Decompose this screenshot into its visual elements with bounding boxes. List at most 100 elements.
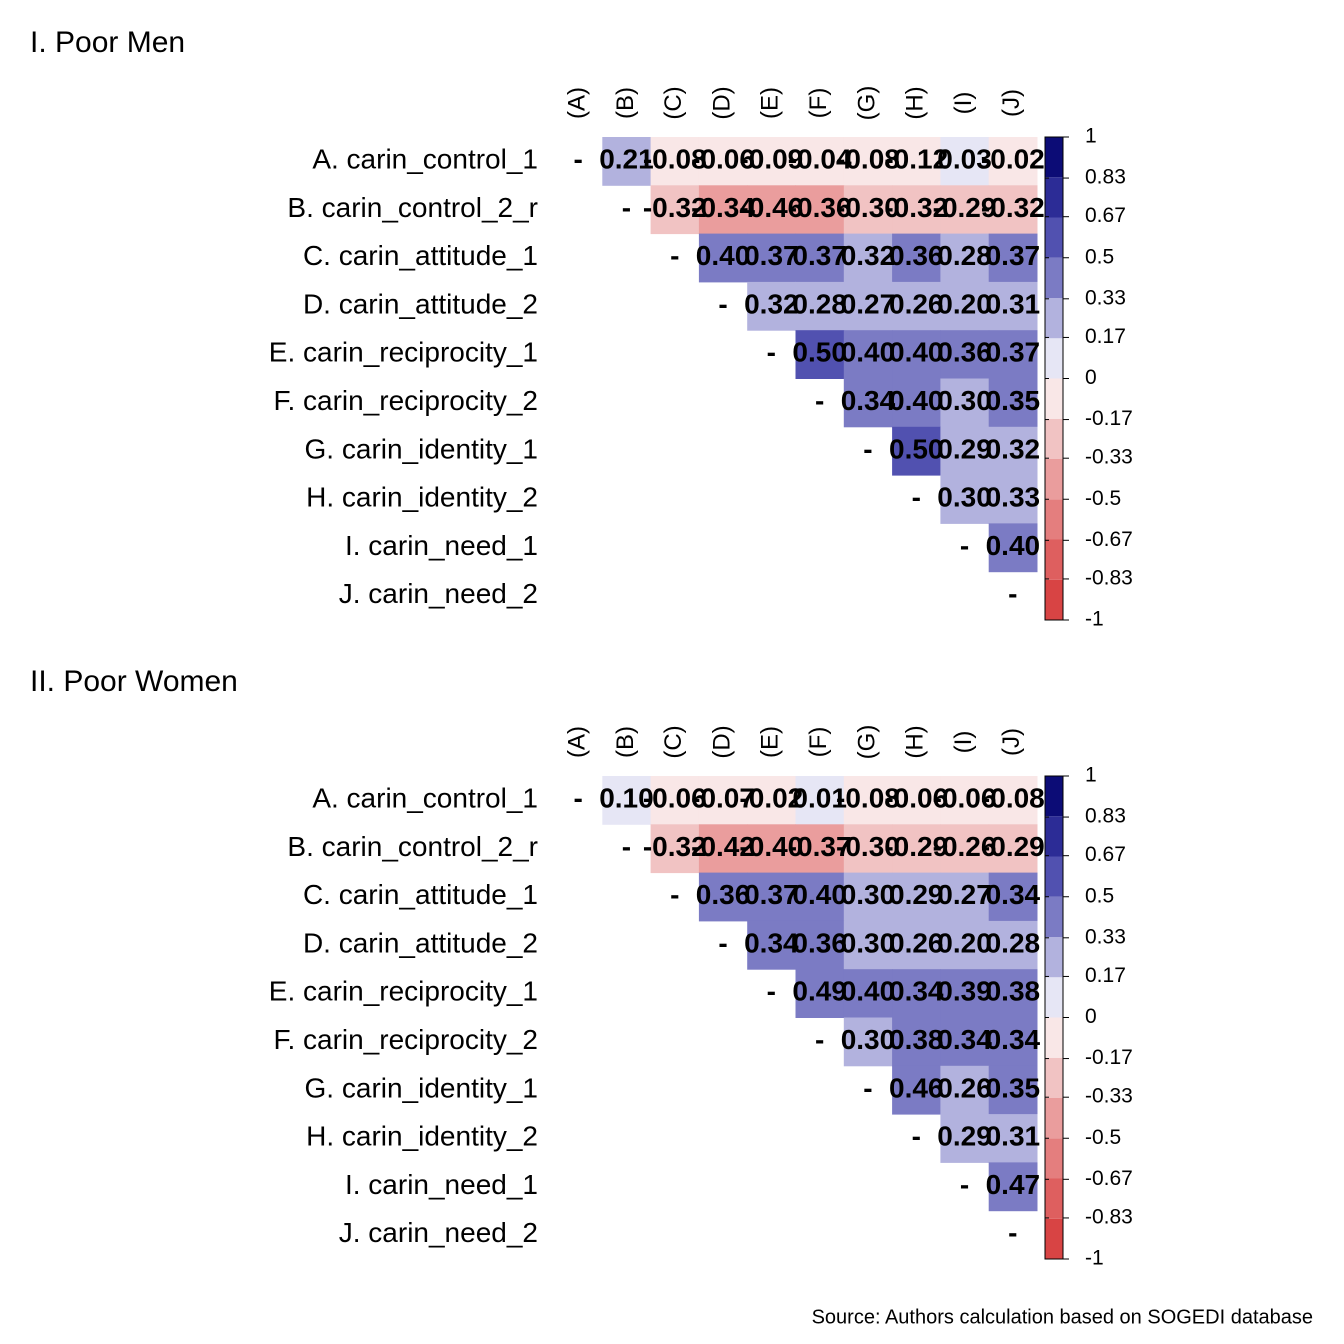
column-label: (D) (708, 86, 735, 119)
cell-label: 0.40 (986, 530, 1041, 561)
cell-label: 0.20 (937, 288, 992, 319)
heatmap-cell (988, 330, 1038, 379)
heatmap-cell (940, 1114, 990, 1163)
colorbar-tick-label: -0.5 (1085, 1126, 1121, 1149)
cell-label: -0.32 (643, 192, 707, 223)
cell-label: -0.26 (933, 831, 997, 862)
cell-label: - (912, 482, 921, 513)
heatmap-cell (892, 330, 941, 379)
heatmap-cell (747, 233, 796, 283)
cell-label: - (670, 240, 679, 271)
heatmap-cell (795, 776, 845, 825)
colorbar-bin (1045, 459, 1063, 500)
cell-label: -0.12 (884, 144, 948, 175)
colorbar-tick-label: 0.33 (1085, 286, 1126, 309)
cell-label: 0.03 (937, 144, 992, 175)
row-label: G. carin_identity_1 (305, 1072, 538, 1103)
cell-label: - (573, 783, 582, 814)
heatmap-cell (747, 776, 796, 825)
heatmap-cell (892, 1017, 941, 1067)
row-label: B. carin_control_2_r (287, 192, 538, 223)
column-label: (B) (612, 87, 639, 119)
cell-label: 0.40 (841, 976, 896, 1007)
colorbar-bin (1045, 579, 1063, 620)
cell-label: 0.27 (841, 288, 896, 319)
cell-label: -0.29 (981, 831, 1045, 862)
heatmap-cell (988, 872, 1038, 922)
heatmap-cell (940, 137, 990, 186)
cell-label: 0.35 (986, 385, 1041, 416)
cell-label: - (767, 337, 776, 368)
colorbar-tick-label: -0.83 (1085, 1205, 1133, 1228)
heatmap-cell (795, 920, 845, 970)
cell-label: - (960, 530, 969, 561)
cell-label: -0.37 (788, 831, 852, 862)
cell-label: 0.32 (744, 288, 799, 319)
colorbar-tick-label: -0.33 (1085, 446, 1133, 469)
cell-label: 0.40 (841, 337, 896, 368)
heatmap-cell (795, 137, 845, 186)
cell-label: 0.50 (792, 337, 847, 368)
colorbar-bin (1045, 1138, 1063, 1179)
cell-label: 0.36 (792, 927, 847, 958)
colorbar-tick-label: -0.17 (1085, 1046, 1133, 1069)
colorbar-tick-label: -0.17 (1085, 407, 1133, 430)
cell-label: 0.26 (937, 1072, 992, 1103)
heatmap-cell (988, 185, 1038, 235)
cell-label: -0.46 (739, 192, 803, 223)
heatmap-cell (795, 281, 845, 331)
heatmap-cell (892, 185, 941, 235)
heatmap-cell (795, 824, 845, 874)
cell-label: - (912, 1121, 921, 1152)
cell-label: - (622, 192, 631, 223)
cell-label: 0.37 (744, 879, 799, 910)
cell-label: 0.40 (889, 385, 944, 416)
row-label: C. carin_attitude_1 (303, 240, 538, 271)
cell-label: - (863, 1072, 872, 1103)
cell-label: 0.30 (937, 482, 992, 513)
heatmap-cell (940, 824, 990, 874)
column-label: (C) (660, 86, 687, 119)
colorbar-bin (1045, 298, 1063, 339)
cell-label: -0.06 (643, 783, 707, 814)
heatmap-cell (988, 969, 1038, 1018)
heatmap-cell (843, 969, 893, 1018)
heatmap-cell (940, 969, 990, 1018)
cell-label: -0.32 (643, 831, 707, 862)
heatmap-cell (940, 1065, 990, 1115)
colorbar-tick-label: 0.17 (1085, 964, 1126, 987)
heatmap-cell (650, 185, 700, 235)
row-label: D. carin_attitude_2 (303, 288, 538, 319)
heatmap-cell (892, 824, 941, 874)
cell-label: -0.40 (739, 831, 803, 862)
cell-label: 0.40 (889, 337, 944, 368)
heatmap-cell (795, 233, 845, 283)
cell-label: - (573, 144, 582, 175)
heatmap-cell (843, 185, 893, 235)
cell-label: - (767, 976, 776, 1007)
cell-label: 0.34 (937, 1024, 992, 1055)
cell-label: -0.36 (788, 192, 852, 223)
colorbar-tick-label: 1 (1085, 125, 1097, 148)
colorbar-bin (1045, 418, 1063, 459)
heatmap-cell (843, 1017, 893, 1067)
cell-label: 0.37 (986, 240, 1041, 271)
cell-label: 0.33 (986, 482, 1041, 513)
cell-label: -0.30 (836, 831, 900, 862)
cell-label: 0.38 (986, 976, 1041, 1007)
cell-label: -0.29 (884, 831, 948, 862)
heatmap-cell (892, 426, 941, 476)
cell-label: 0.46 (889, 1072, 944, 1103)
cell-label: 0.34 (986, 879, 1041, 910)
heatmap-cell (892, 872, 941, 922)
cell-label: -0.08 (836, 144, 900, 175)
heatmap-cell (747, 872, 796, 922)
heatmap-cell (940, 475, 990, 524)
row-label: F. carin_reciprocity_2 (273, 1024, 538, 1055)
cell-label: 0.28 (937, 240, 992, 271)
colorbar-tick-label: 0.67 (1085, 843, 1126, 866)
cell-label: 0.29 (937, 1121, 992, 1152)
row-label: I. carin_need_1 (345, 530, 538, 561)
cell-label: -0.32 (884, 192, 948, 223)
heatmap-cell (988, 1065, 1038, 1115)
